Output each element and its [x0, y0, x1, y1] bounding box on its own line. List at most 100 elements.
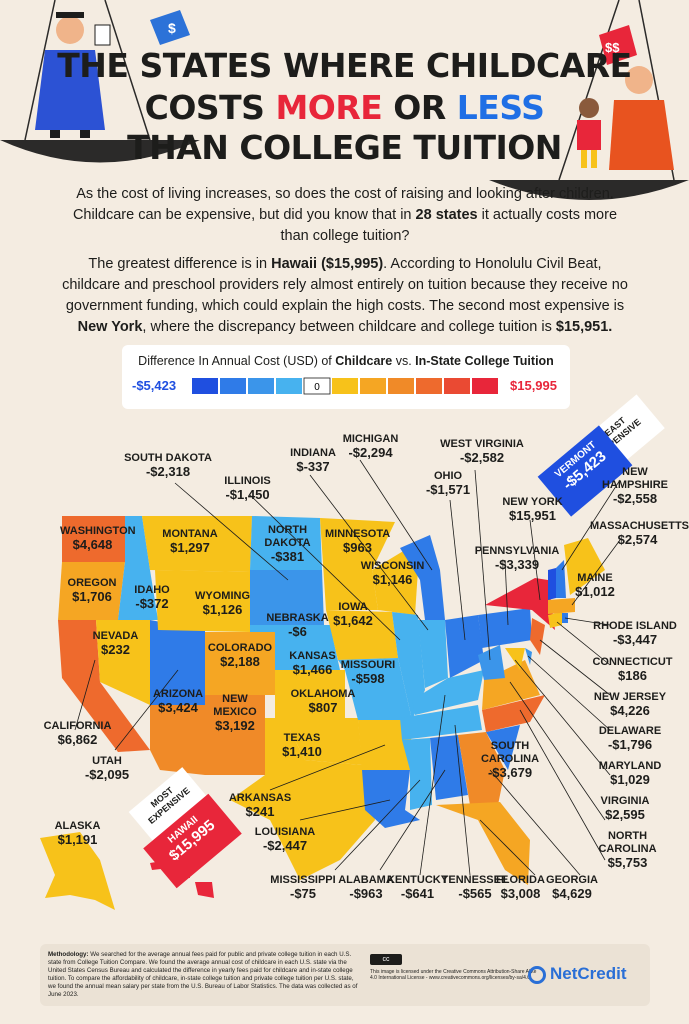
svg-text:$$: $$ [605, 40, 620, 55]
label-connecticut: CONNECTICUT $186 [592, 656, 673, 683]
state-oregon [58, 562, 125, 620]
legend-swatch [388, 378, 414, 394]
state-louisiana [362, 770, 420, 828]
state-wyoming [155, 570, 250, 632]
state-new-york [485, 578, 555, 630]
svg-text:$: $ [168, 20, 176, 36]
brand-name: NetCredit [550, 964, 627, 983]
methodology: Methodology: We searched for the average… [48, 951, 358, 998]
label-arizona: ARIZONA $3,424 [152, 688, 204, 715]
label-nevada: NEVADA $232 [92, 630, 139, 657]
label-pennsylvania: PENNSYLVANIA -$3,339 [474, 545, 560, 572]
legend-min: -$5,423 [132, 378, 177, 393]
state-georgia [458, 732, 505, 805]
label-wisconsin: WISCONSIN $1,146 [360, 560, 425, 587]
state-missouri [338, 658, 412, 720]
legend-title: Difference In Annual Cost (USD) of Child… [138, 354, 554, 368]
label-california: CALIFORNIA $6,862 [43, 720, 112, 747]
legend-swatch [444, 378, 470, 394]
state-arizona [150, 705, 205, 775]
state-alabama [430, 735, 468, 800]
label-minnesota: MINNESOTA $963 [325, 528, 391, 555]
label-new-hampshire: NEW HAMPSHIRE -$2,558 [601, 466, 668, 506]
label-virginia: VIRGINIA $2,595 [600, 795, 650, 822]
state-pennsylvania [478, 608, 532, 648]
label-maryland: MARYLAND $1,029 [598, 760, 662, 787]
legend-swatch [416, 378, 442, 394]
label-oregon: OREGON $1,706 [67, 577, 117, 604]
footer: Methodology: We searched for the average… [40, 944, 650, 1006]
state-michigan [400, 535, 445, 620]
state-west-virginia [478, 645, 505, 680]
state-nebraska [250, 625, 340, 670]
state-mississippi [402, 738, 432, 810]
state-utah [150, 620, 205, 705]
legend-swatch [248, 378, 274, 394]
label-tennessee: TENNESSEE -$565 [441, 874, 509, 901]
state-alaska [40, 832, 115, 910]
state-new-mexico [205, 695, 265, 775]
state-new-hampshire [556, 560, 566, 598]
label-alaska: ALASKA $1,191 [54, 820, 101, 847]
label-mississippi: MISSISSIPPI -$75 [270, 874, 336, 901]
state-florida [436, 802, 530, 885]
label-south-carolina: SOUTH CAROLINA -$3,679 [480, 740, 540, 780]
label-new-york: NEW YORK $15,951 [502, 496, 563, 523]
intro-paragraph-1: As the cost of living increases, so does… [72, 186, 618, 244]
label-west-virginia: WEST VIRGINIA -$2,582 [440, 438, 524, 465]
scale-illustration-left: $ [0, 0, 200, 163]
label-louisiana: LOUISIANA -$2,447 [254, 826, 316, 853]
state-iowa [326, 610, 398, 660]
state-texas [230, 730, 375, 880]
state-maryland [505, 648, 525, 670]
title-line-3: THAN COLLEGE TUITION [127, 128, 562, 167]
legend: Difference In Annual Cost (USD) of Child… [122, 345, 570, 409]
state-north-carolina [482, 695, 545, 732]
state-kansas [275, 670, 345, 718]
label-north-dakota: NORTH DAKOTA -$381 [264, 524, 311, 564]
label-iowa: IOWA $1,642 [333, 601, 373, 628]
label-texas: TEXAS $1,410 [282, 732, 322, 759]
label-indiana: INDIANA $-337 [290, 447, 336, 474]
label-idaho: IDAHO -$372 [134, 584, 170, 611]
label-michigan: MICHIGAN -$2,294 [342, 433, 399, 460]
legend-swatch [276, 378, 302, 394]
state-washington [62, 516, 125, 562]
label-new-jersey: NEW JERSEY $4,226 [593, 691, 667, 718]
label-rhode-island: RHODE ISLAND -$3,447 [593, 620, 677, 647]
scale-illustration-right: $$ [489, 0, 689, 200]
state-montana [142, 516, 252, 572]
state-new-jersey [530, 618, 545, 655]
legend-scale: 0 [192, 377, 498, 395]
state-massachusetts [548, 598, 575, 614]
state-vermont [548, 568, 556, 600]
state-california [58, 620, 150, 752]
label-alabama: ALABAMA -$963 [338, 874, 394, 901]
label-nebraska: NEBRASKA -$6 [266, 612, 329, 639]
label-utah: UTAH -$2,095 [84, 755, 130, 782]
label-delaware: DELAWARE -$1,796 [598, 725, 662, 752]
label-colorado: COLORADO $2,188 [207, 642, 273, 669]
label-north-carolina: NORTH CAROLINA $5,753 [598, 830, 657, 870]
label-new-mexico: NEW MEXICO $3,192 [213, 693, 257, 733]
legend-swatch [332, 378, 358, 394]
state-minnesota [320, 518, 395, 610]
legend-zero-label: 0 [314, 382, 320, 393]
label-massachusetts: MASSACHUSETTS $2,574 [590, 520, 689, 547]
legend-swatch [192, 378, 218, 394]
state-nevada [96, 620, 150, 705]
state-south-carolina [486, 725, 520, 770]
state-hawaii [150, 860, 214, 898]
label-illinois: ILLINOIS -$1,450 [224, 475, 271, 502]
label-montana: MONTANA $1,297 [162, 528, 218, 555]
label-wyoming: WYOMING $1,126 [195, 590, 250, 617]
title-line-1: THE STATES WHERE CHILDCARE [57, 46, 632, 85]
label-south-dakota: SOUTH DAKOTA -$2,318 [124, 452, 212, 479]
label-kentucky: KENTUCKY -$641 [386, 874, 449, 901]
legend-swatch [303, 377, 331, 395]
state-colorado [205, 632, 275, 695]
state-illinois [392, 612, 425, 720]
most-expensive-badge: MOST EXPENSIVE HAWAII $15,995 [125, 767, 242, 889]
state-indiana [418, 620, 448, 688]
state-kentucky [412, 670, 484, 715]
